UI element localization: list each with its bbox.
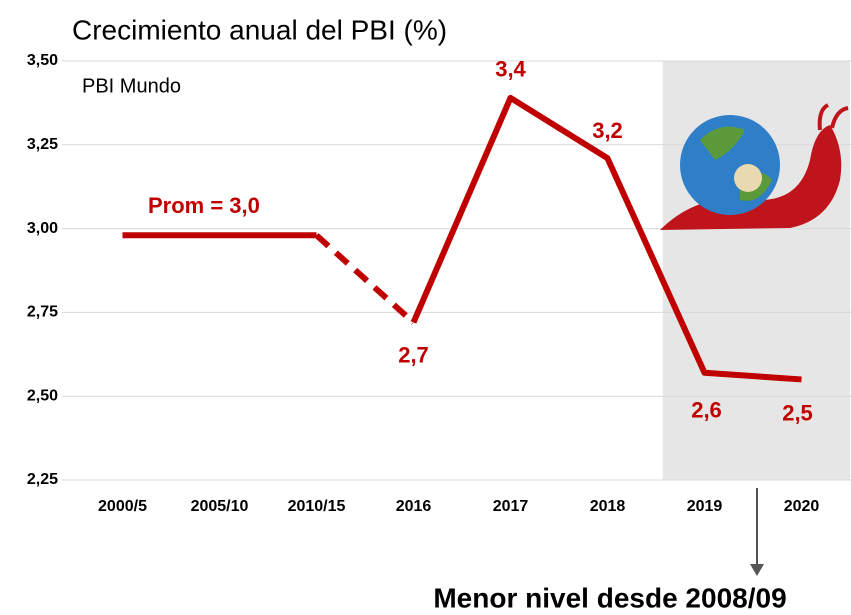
note-arrow <box>750 488 764 576</box>
note-text: Menor nivel desde 2008/09 <box>433 582 786 613</box>
y-tick-label: 3,00 <box>27 220 58 237</box>
chart-title: Crecimiento anual del PBI (%) <box>72 14 447 45</box>
data-label: 2,7 <box>398 342 429 367</box>
y-tick-label: 2,25 <box>27 471 58 488</box>
data-line <box>410 94 802 383</box>
data-label: 3,2 <box>592 118 623 143</box>
y-tick-label: 2,50 <box>27 387 58 404</box>
data-label: 3,4 <box>495 57 526 82</box>
data-label: 2,5 <box>782 400 813 425</box>
average-annotation: Prom = 3,0 <box>148 193 260 218</box>
x-tick-label: 2010/15 <box>288 498 346 515</box>
x-tick-label: 2019 <box>687 498 723 515</box>
data-label: 2,6 <box>691 398 722 423</box>
x-tick-label: 2016 <box>396 498 432 515</box>
y-tick-label: 3,50 <box>27 52 58 69</box>
x-tick-label: 2000/5 <box>98 498 147 515</box>
dashed-line <box>314 233 416 325</box>
x-tick-label: 2020 <box>784 498 820 515</box>
x-tick-label: 2017 <box>493 498 529 515</box>
chart-subtitle: PBI Mundo <box>82 75 181 97</box>
y-tick-label: 2,75 <box>27 304 58 321</box>
x-tick-label: 2018 <box>590 498 626 515</box>
snail-illustration <box>660 103 849 230</box>
x-tick-label: 2005/10 <box>191 498 249 515</box>
y-tick-label: 3,25 <box>27 136 58 153</box>
